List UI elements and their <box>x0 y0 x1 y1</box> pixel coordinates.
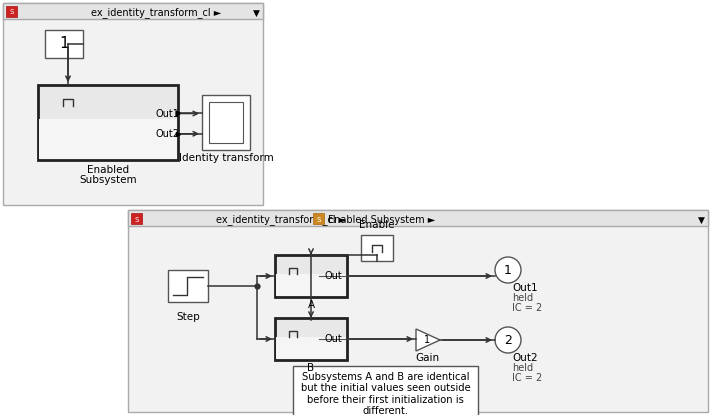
Bar <box>39 119 177 159</box>
Bar <box>313 213 324 224</box>
Bar <box>209 102 243 143</box>
Bar <box>276 274 346 296</box>
Text: 2: 2 <box>504 334 512 347</box>
Text: S: S <box>9 9 14 15</box>
Text: held: held <box>512 363 533 373</box>
Text: Identity transform: Identity transform <box>178 153 273 163</box>
Text: Out2: Out2 <box>156 129 180 139</box>
Bar <box>131 213 142 224</box>
Bar <box>38 85 178 160</box>
Circle shape <box>495 327 521 353</box>
Text: ▼: ▼ <box>252 8 260 17</box>
Text: ex_identity_transform_cl ►: ex_identity_transform_cl ► <box>216 215 346 225</box>
Text: ex_identity_transform_cl ►: ex_identity_transform_cl ► <box>91 7 221 18</box>
Bar <box>276 337 346 359</box>
Text: Out: Out <box>324 271 342 281</box>
Text: S: S <box>134 217 139 223</box>
Bar <box>361 235 393 261</box>
Text: Out1: Out1 <box>156 108 180 119</box>
Bar <box>293 366 478 415</box>
Text: Subsystems A and B are identical
but the initial values seen outside
before thei: Subsystems A and B are identical but the… <box>301 371 471 415</box>
Text: Step: Step <box>176 312 200 322</box>
Text: B: B <box>307 363 314 373</box>
Bar <box>275 255 347 297</box>
Text: Out: Out <box>324 334 342 344</box>
Text: Enable: Enable <box>359 220 395 230</box>
Polygon shape <box>416 329 440 351</box>
Bar <box>128 210 708 226</box>
Bar <box>275 318 347 360</box>
Bar <box>3 3 263 205</box>
Text: A: A <box>307 300 314 310</box>
Bar <box>168 270 208 302</box>
Text: S: S <box>316 217 321 223</box>
Text: 1: 1 <box>504 264 512 276</box>
Text: Gain: Gain <box>415 353 439 363</box>
Bar <box>3 3 263 19</box>
Bar <box>45 30 83 58</box>
Text: Enabled Subsystem ►: Enabled Subsystem ► <box>328 215 435 225</box>
Text: Out2: Out2 <box>512 353 538 363</box>
Bar <box>128 210 708 412</box>
Text: IC = 2: IC = 2 <box>512 373 542 383</box>
Text: Out1: Out1 <box>512 283 538 293</box>
Text: Subsystem: Subsystem <box>79 175 137 185</box>
Bar <box>202 95 250 150</box>
Circle shape <box>495 257 521 283</box>
Text: Enabled: Enabled <box>87 165 129 175</box>
Text: held: held <box>512 293 533 303</box>
Text: 1: 1 <box>424 335 430 345</box>
Text: IC = 2: IC = 2 <box>512 303 542 313</box>
Bar <box>6 6 17 17</box>
Text: ▼: ▼ <box>697 215 705 225</box>
Text: 1: 1 <box>59 37 69 51</box>
